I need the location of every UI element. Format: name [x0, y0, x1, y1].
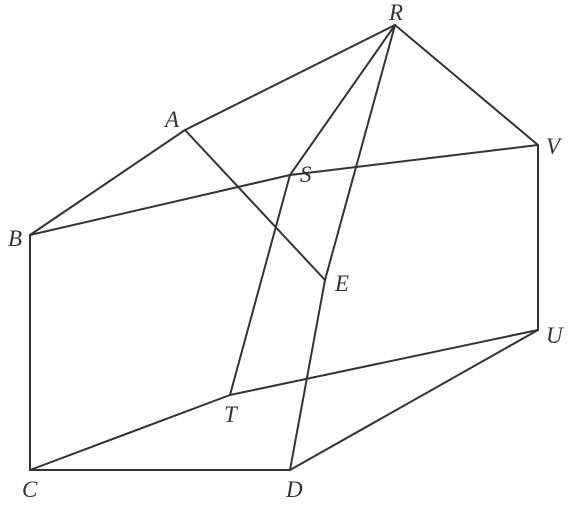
vertex-label-B: B	[8, 227, 22, 250]
vertex-label-S: S	[300, 163, 312, 186]
vertex-label-C: C	[22, 478, 37, 501]
edge-T-C	[30, 395, 230, 470]
vertex-label-U: U	[546, 324, 563, 347]
edge-A-R	[185, 25, 395, 130]
vertex-label-E: E	[335, 272, 349, 295]
edge-B-S	[30, 175, 290, 235]
edge-S-V	[290, 145, 538, 175]
diagram-svg	[0, 0, 576, 514]
prism-diagram: A B C D E S T R V U	[0, 0, 576, 514]
edge-T-U	[230, 330, 538, 395]
edge-E-D	[290, 280, 325, 470]
vertex-label-R: R	[389, 1, 403, 24]
edge-R-E	[325, 25, 395, 280]
edge-S-R	[290, 25, 395, 175]
edge-S-T	[230, 175, 290, 395]
vertex-label-T: T	[224, 403, 237, 426]
vertex-label-A: A	[165, 108, 179, 131]
edge-A-E	[185, 130, 325, 280]
vertex-label-V: V	[546, 135, 560, 158]
edge-D-U	[290, 330, 538, 470]
edge-B-A	[30, 130, 185, 235]
vertex-label-D: D	[286, 478, 303, 501]
edge-V-R	[395, 25, 538, 145]
